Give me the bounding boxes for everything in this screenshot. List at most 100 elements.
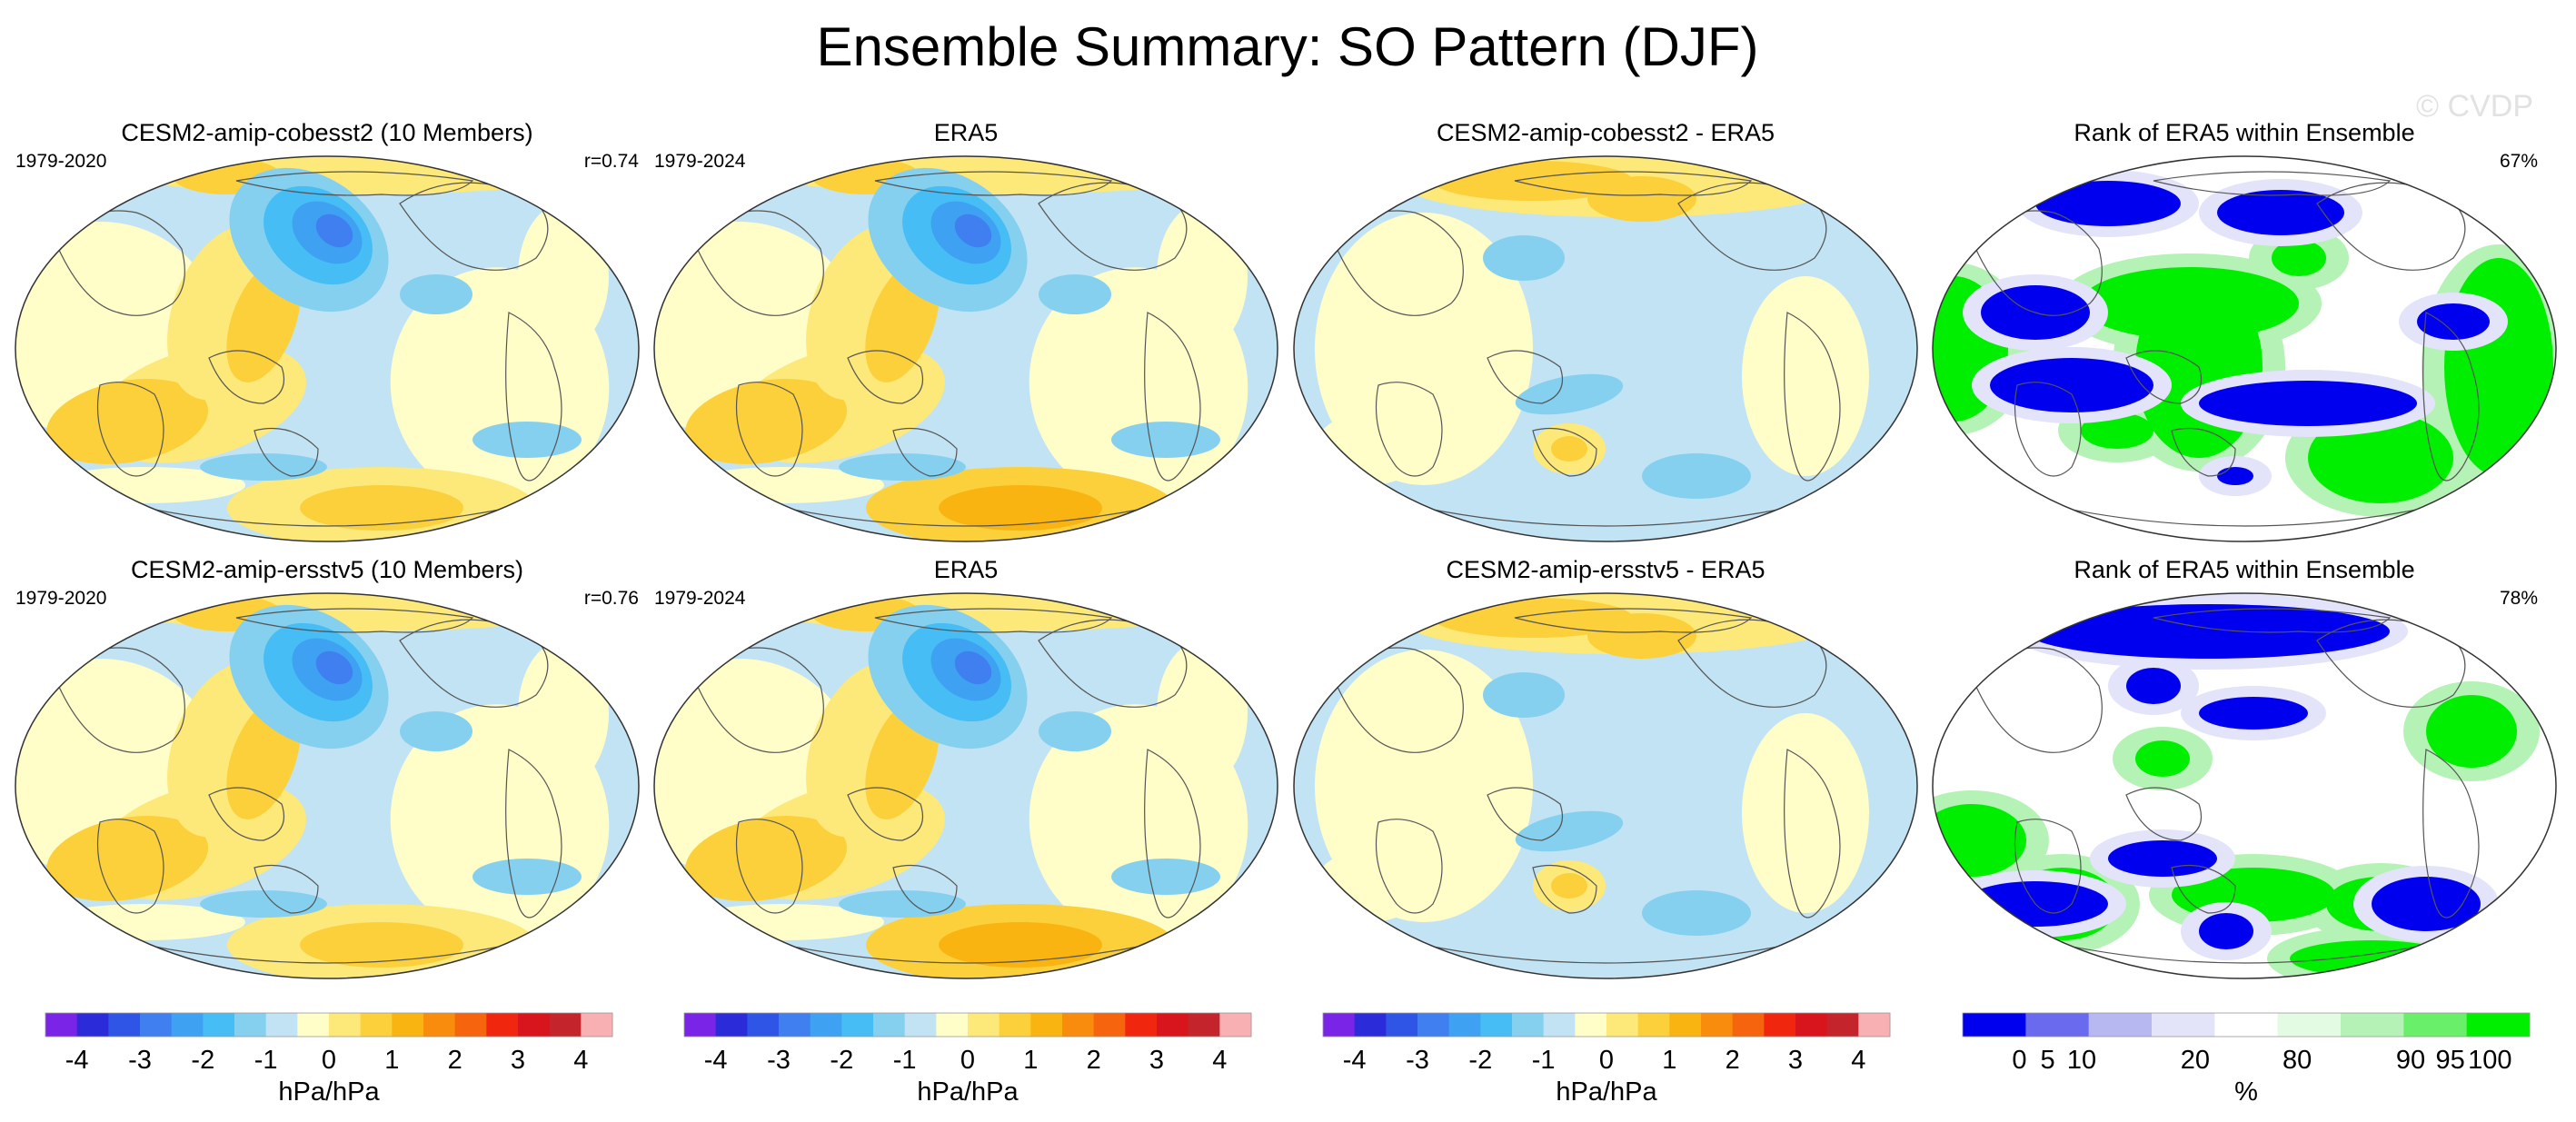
colorbar-swatch bbox=[1093, 1013, 1126, 1037]
colorbar-swatch bbox=[1669, 1013, 1702, 1037]
colorbar-swatch bbox=[1963, 1013, 2026, 1037]
colorbar-tick-label: 20 bbox=[2181, 1046, 2210, 1075]
negative-anomaly-region bbox=[954, 650, 992, 685]
negative-difference-region bbox=[1515, 810, 1624, 852]
map-field bbox=[653, 155, 1278, 542]
coastline bbox=[892, 864, 958, 914]
colorbar-tick-label: 1 bbox=[1662, 1046, 1676, 1075]
map-border bbox=[1293, 155, 1918, 542]
positive-anomaly-region bbox=[685, 379, 847, 464]
colorbar-tick-label: 1 bbox=[1023, 1046, 1038, 1075]
colorbar-swatch bbox=[265, 1013, 298, 1037]
positive-anomaly-region bbox=[300, 485, 463, 531]
rank-below-5-region bbox=[2199, 381, 2417, 426]
colorbar-tick-label: -4 bbox=[704, 1046, 728, 1075]
colorbar-swatch bbox=[392, 1013, 424, 1037]
coastline bbox=[235, 171, 474, 196]
colorbar-tick-label: -3 bbox=[128, 1046, 152, 1075]
coastline bbox=[144, 507, 510, 527]
colorbar-swatch bbox=[108, 1013, 141, 1037]
coastline bbox=[1487, 350, 1564, 404]
colorbar-swatch bbox=[2341, 1013, 2404, 1037]
negative-difference-region bbox=[1515, 373, 1624, 415]
negative-anomaly-region bbox=[1111, 859, 1220, 895]
colorbar: 0 5 10 20 80 90 95 100% bbox=[1962, 1012, 2531, 1107]
colorbar-swatch bbox=[581, 1013, 613, 1037]
colorbar-swatch bbox=[2466, 1013, 2531, 1037]
coastline bbox=[1038, 619, 1188, 708]
colorbar-tick-label: 0 bbox=[1599, 1046, 1614, 1075]
colorbar-swatch bbox=[1858, 1013, 1891, 1037]
rank-below-5-region bbox=[2026, 604, 2390, 659]
coastline bbox=[1332, 210, 1464, 316]
coastline bbox=[1376, 382, 1443, 477]
colorbar-swatch bbox=[779, 1013, 811, 1037]
colorbar-tick-label: 2 bbox=[448, 1046, 462, 1075]
colorbar-tick-label: 4 bbox=[573, 1046, 588, 1075]
colorbar-swatch bbox=[841, 1013, 874, 1037]
positive-anomaly-region bbox=[1157, 204, 1248, 349]
coastline bbox=[1514, 171, 1753, 196]
colorbar-tick-label: 3 bbox=[1788, 1046, 1803, 1075]
coastline bbox=[2153, 171, 2392, 196]
rank-below-5-region bbox=[2372, 877, 2481, 931]
colorbar-swatch bbox=[171, 1013, 204, 1037]
coastline bbox=[2171, 864, 2236, 914]
map-panel: ERA5 1979-2024 bbox=[653, 119, 1278, 542]
map-border bbox=[653, 155, 1278, 542]
negative-anomaly-region bbox=[400, 274, 472, 314]
colorbar-swatch bbox=[549, 1013, 582, 1037]
rank-above-95-region bbox=[2290, 940, 2453, 977]
coastline bbox=[2125, 787, 2203, 841]
negative-anomaly-region bbox=[839, 453, 966, 481]
colorbar-swatch bbox=[1125, 1013, 1158, 1037]
coastline bbox=[1677, 182, 1827, 271]
negative-anomaly-region bbox=[315, 650, 353, 685]
negative-anomaly-region bbox=[200, 890, 327, 918]
map-field bbox=[15, 592, 640, 979]
colorbar-label: hPa/hPa bbox=[1556, 1077, 1657, 1107]
rank-above-95-region bbox=[2272, 240, 2326, 276]
colorbar-tick-label: 4 bbox=[1851, 1046, 1865, 1075]
colorbar-swatch bbox=[1417, 1013, 1450, 1037]
colorbar-swatch bbox=[873, 1013, 906, 1037]
colorbar-tick-label: -2 bbox=[191, 1046, 214, 1075]
colorbar-swatch bbox=[1157, 1013, 1189, 1037]
colorbar-tick-label: 2 bbox=[1087, 1046, 1101, 1075]
rank-below-5-region bbox=[2199, 697, 2308, 730]
coastline bbox=[1376, 819, 1443, 914]
colorbar-swatch bbox=[360, 1013, 393, 1037]
colorbar-swatch bbox=[1323, 1013, 1356, 1037]
panel-period: 1979-2020 bbox=[15, 588, 106, 609]
map-panels: CESM2-amip-cobesst2 (10 Members) 1979-202… bbox=[15, 119, 2557, 979]
coastline bbox=[692, 210, 824, 316]
coastline bbox=[736, 819, 803, 914]
colorbar-swatch bbox=[1732, 1013, 1765, 1037]
colorbar-swatch bbox=[140, 1013, 173, 1037]
colorbar-swatch bbox=[2277, 1013, 2342, 1037]
panel-title: CESM2-amip-cobesst2 - ERA5 bbox=[1437, 119, 1775, 146]
map-panel: CESM2-amip-ersstv5 (10 Members) 1979-2020… bbox=[15, 556, 640, 979]
map-panel: Rank of ERA5 within Ensemble 78% bbox=[1932, 556, 2557, 979]
colorbar-swatch bbox=[518, 1013, 551, 1037]
coastline bbox=[2422, 749, 2480, 918]
colorbar-swatch bbox=[2025, 1013, 2090, 1037]
coastline bbox=[847, 787, 924, 841]
colorbar-swatch bbox=[1448, 1013, 1481, 1037]
panel-statistic: r=0.74 bbox=[584, 151, 639, 172]
map-border bbox=[653, 592, 1278, 979]
map-border bbox=[1932, 592, 2557, 979]
colorbar-swatch bbox=[2403, 1013, 2468, 1037]
negative-anomaly-region bbox=[200, 453, 327, 481]
coastline bbox=[783, 507, 1149, 527]
coastline bbox=[97, 819, 164, 914]
colorbar-tick-label: 1 bbox=[384, 1046, 399, 1075]
map-panel: CESM2-amip-ersstv5 - ERA5 bbox=[1293, 556, 1918, 979]
negative-anomaly-region bbox=[1039, 711, 1111, 751]
positive-difference-region bbox=[1551, 436, 1587, 462]
coastline bbox=[1038, 182, 1188, 271]
colorbar-swatch bbox=[936, 1013, 969, 1037]
coastline bbox=[874, 608, 1113, 633]
colorbar-swatch bbox=[1826, 1013, 1859, 1037]
